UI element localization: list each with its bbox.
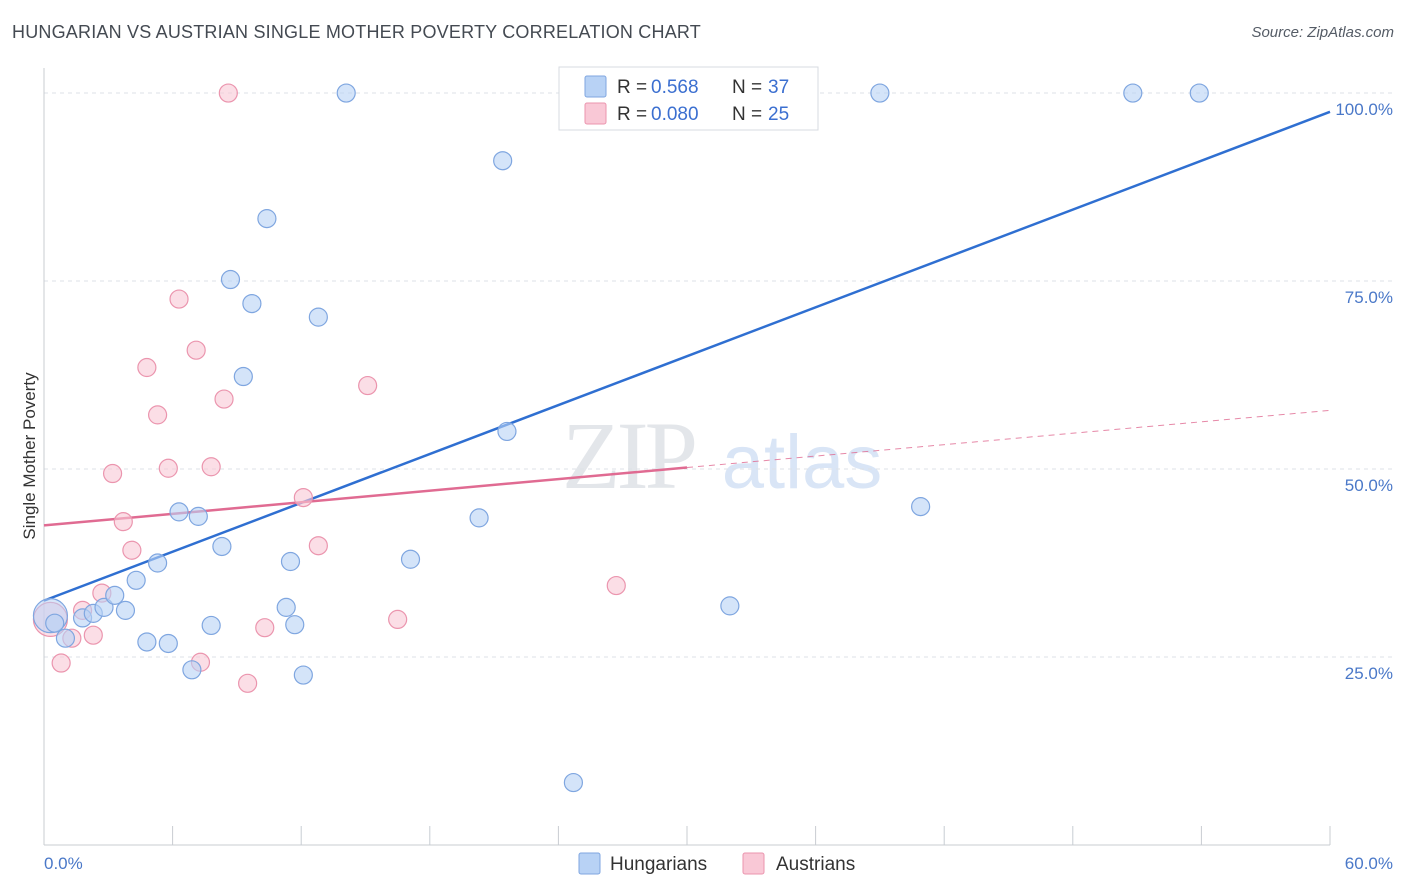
point-hungarians-30 — [563, 772, 584, 793]
point-hungarians-23 — [293, 665, 313, 685]
trend-lines — [43, 110, 1331, 602]
point-hungarians-26 — [400, 549, 421, 569]
bottom-legend-label-hungarians: Hungarians — [610, 854, 707, 875]
legend: R = 0.568 N = 37 R = 0.080 N = 25 — [558, 66, 819, 131]
y-tick-labels: 25.0% 50.0% 75.0% 100.0% — [1335, 100, 1393, 683]
y-axis-label: Single Mother Poverty — [20, 372, 39, 540]
chart-title: HUNGARIAN VS AUSTRIAN SINGLE MOTHER POVE… — [12, 22, 701, 42]
point-austrians-7 — [113, 512, 133, 532]
point-hungarians-35 — [1189, 83, 1209, 103]
point-austrians-6 — [102, 463, 123, 484]
trend-line-austrians — [43, 466, 688, 527]
point-austrians-16 — [214, 389, 234, 409]
point-austrians-10 — [147, 405, 168, 425]
point-hungarians-25 — [336, 83, 356, 103]
point-austrians-8 — [122, 540, 142, 560]
point-hungarians-20 — [276, 597, 296, 617]
legend-swatch-hungarians — [584, 75, 607, 98]
point-hungarians-13 — [188, 506, 208, 526]
point-hungarians-21 — [280, 551, 301, 572]
point-hungarians-8 — [137, 632, 157, 652]
point-hungarians-7 — [126, 570, 146, 590]
point-hungarians-11 — [169, 502, 189, 522]
watermark-atlas: atlas — [722, 420, 883, 505]
series-hungarians — [32, 83, 1209, 793]
point-hungarians-31 — [720, 596, 740, 616]
point-hungarians-5 — [105, 585, 125, 605]
legend-r-label-hungarians: R = — [617, 77, 647, 98]
point-hungarians-32 — [870, 83, 890, 103]
point-hungarians-14 — [201, 615, 221, 636]
point-hungarians-33 — [911, 497, 931, 517]
point-hungarians-15 — [212, 536, 232, 557]
x-ticks — [43, 826, 1331, 845]
point-austrians-22 — [358, 375, 378, 396]
point-hungarians-6 — [115, 600, 136, 620]
bottom-legend-label-austrians: Austrians — [776, 854, 855, 875]
legend-r-label-austrians: R = — [617, 104, 647, 125]
legend-r-value-hungarians: 0.568 — [651, 77, 699, 98]
watermark: ZIP atlas — [562, 402, 882, 509]
point-hungarians-22 — [285, 615, 305, 635]
point-austrians-15 — [201, 457, 221, 477]
point-austrians-21 — [308, 536, 328, 556]
point-austrians-17 — [218, 83, 238, 103]
legend-n-value-austrians: 25 — [768, 104, 789, 125]
bottom-legend-swatch-hungarians — [578, 852, 601, 875]
y-tick-label-25: 25.0% — [1345, 664, 1393, 683]
point-hungarians-1 — [55, 628, 76, 648]
legend-r-value-austrians: 0.080 — [651, 104, 699, 125]
point-austrians-24 — [606, 575, 626, 596]
point-hungarians-16 — [220, 269, 241, 290]
y-tick-label-100: 100.0% — [1335, 100, 1393, 119]
legend-swatch-austrians — [584, 102, 607, 125]
legend-n-label-hungarians: N = — [732, 77, 762, 98]
point-austrians-12 — [169, 289, 189, 309]
point-hungarians-17 — [233, 366, 253, 387]
chart-source: Source: ZipAtlas.com — [1251, 24, 1394, 41]
point-hungarians-19 — [257, 209, 277, 229]
point-hungarians-27 — [469, 508, 489, 528]
point-austrians-9 — [137, 357, 157, 378]
point-hungarians-28 — [493, 151, 513, 171]
point-austrians-23 — [388, 609, 408, 630]
point-hungarians-4 — [94, 597, 114, 617]
point-austrians-13 — [186, 340, 206, 360]
y-tick-label-75: 75.0% — [1345, 288, 1393, 307]
bottom-legend-swatch-austrians — [742, 852, 765, 875]
y-tick-label-50: 50.0% — [1345, 476, 1393, 495]
point-hungarians-18 — [242, 293, 262, 314]
point-austrians-4 — [83, 625, 103, 645]
point-hungarians-36 — [45, 613, 65, 633]
point-hungarians-24 — [308, 307, 328, 327]
watermark-zip: ZIP — [562, 402, 695, 509]
x-tick-label-max: 60.0% — [1345, 854, 1393, 873]
point-hungarians-10 — [158, 633, 178, 654]
bottom-legend: Hungarians Austrians — [578, 852, 855, 875]
point-hungarians-12 — [182, 660, 202, 680]
point-austrians-1 — [51, 653, 71, 673]
point-hungarians-34 — [1123, 83, 1143, 103]
point-austrians-20 — [293, 487, 313, 508]
trend-line-austrians-extension — [686, 409, 1331, 469]
x-tick-label-min: 0.0% — [44, 854, 83, 873]
legend-n-value-hungarians: 37 — [768, 77, 789, 98]
point-austrians-18 — [238, 673, 258, 693]
point-austrians-11 — [158, 458, 178, 478]
legend-n-label-austrians: N = — [732, 104, 762, 125]
trend-line-hungarians — [43, 110, 1331, 602]
point-hungarians-9 — [147, 553, 168, 573]
point-hungarians-29 — [497, 421, 517, 442]
point-austrians-19 — [255, 618, 275, 638]
